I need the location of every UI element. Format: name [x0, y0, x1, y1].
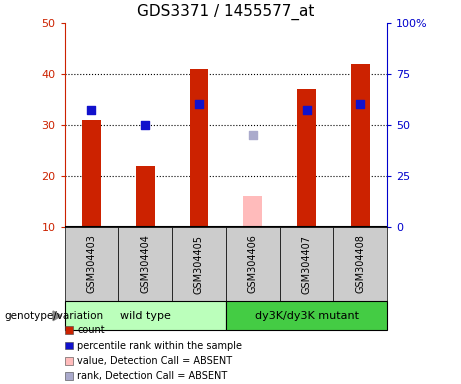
Point	[303, 106, 310, 113]
Text: GSM304408: GSM304408	[355, 235, 366, 293]
Point	[195, 101, 203, 108]
Text: genotype/variation: genotype/variation	[5, 311, 104, 321]
Text: wild type: wild type	[120, 311, 171, 321]
Point	[357, 101, 364, 108]
Bar	[82, 120, 101, 227]
Text: count: count	[77, 325, 105, 335]
Text: rank, Detection Call = ABSENT: rank, Detection Call = ABSENT	[77, 371, 228, 381]
Text: dy3K/dy3K mutant: dy3K/dy3K mutant	[254, 311, 359, 321]
Bar	[297, 89, 316, 227]
Bar	[189, 69, 208, 227]
Point	[88, 106, 95, 113]
Title: GDS3371 / 1455577_at: GDS3371 / 1455577_at	[137, 4, 314, 20]
Point	[249, 132, 256, 138]
Text: GSM304403: GSM304403	[86, 235, 96, 293]
Text: value, Detection Call = ABSENT: value, Detection Call = ABSENT	[77, 356, 232, 366]
Text: percentile rank within the sample: percentile rank within the sample	[77, 341, 242, 351]
Bar	[351, 64, 370, 227]
Text: GSM304404: GSM304404	[140, 235, 150, 293]
Bar	[136, 166, 154, 227]
Bar	[243, 196, 262, 227]
Text: GSM304405: GSM304405	[194, 235, 204, 293]
Point	[142, 122, 149, 128]
Text: GSM304407: GSM304407	[301, 235, 312, 293]
Text: GSM304406: GSM304406	[248, 235, 258, 293]
